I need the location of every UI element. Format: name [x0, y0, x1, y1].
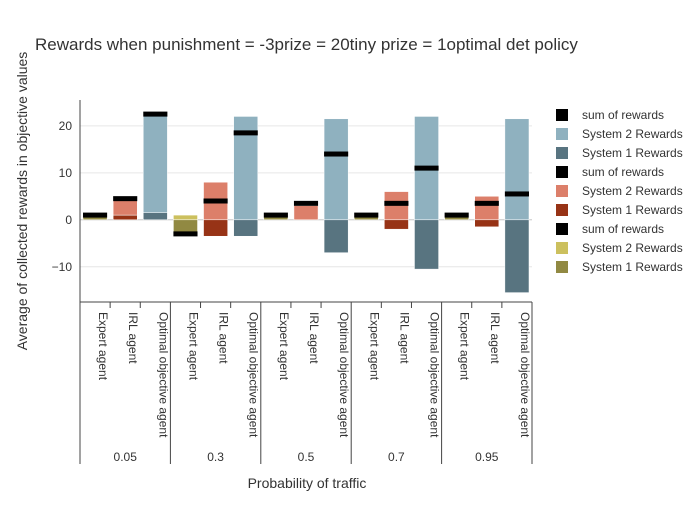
bars-layer	[82, 111, 530, 293]
y-tick-label: 0	[65, 213, 72, 227]
legend-swatch	[556, 109, 568, 121]
legend: sum of rewards System 2 Rewards System 1 R…	[556, 108, 683, 274]
legend-swatch	[556, 185, 568, 197]
system1-bar	[143, 212, 168, 221]
x-tick-label: Expert agent	[458, 312, 472, 381]
group-label: 0.7	[388, 450, 405, 464]
y-axis-label: Average of collected rewards in objectiv…	[14, 52, 30, 351]
legend-label: System 2 Rewards	[582, 241, 683, 255]
group-label: 0.95	[475, 450, 499, 464]
sum-marker	[173, 231, 198, 237]
sum-marker	[293, 200, 319, 206]
sum-marker	[113, 196, 138, 202]
system1-bar	[203, 219, 228, 237]
legend-swatch	[556, 147, 568, 159]
system1-bar	[323, 219, 349, 253]
system2-bar	[474, 196, 500, 221]
group-label: 0.3	[207, 450, 224, 464]
x-tick-label: Optimal objective agent	[247, 312, 261, 438]
x-tick-label: Expert agent	[367, 312, 381, 381]
legend-label: System 1 Rewards	[582, 146, 683, 160]
sum-marker	[233, 130, 258, 136]
system1-bar	[384, 219, 409, 230]
system1-bar	[233, 219, 259, 237]
sum-marker	[474, 200, 499, 206]
legend-label: sum of rewards	[582, 108, 664, 122]
legend-swatch	[556, 223, 568, 235]
legend-label: System 1 Rewards	[582, 260, 683, 274]
y-tick-label: −10	[52, 260, 73, 274]
x-tick-label: IRL agent	[397, 312, 411, 364]
x-axis-label: Probability of traffic	[248, 475, 367, 491]
sum-marker	[444, 212, 469, 218]
legend-label: System 2 Rewards	[582, 184, 683, 198]
sum-marker	[414, 165, 439, 171]
x-tick-label: IRL agent	[488, 312, 502, 364]
legend-swatch	[556, 166, 568, 178]
x-tick-label: Expert agent	[186, 312, 200, 381]
x-tick-label: Optimal objective agent	[428, 312, 442, 438]
x-tick-label: Optimal objective agent	[156, 312, 170, 438]
sum-marker	[83, 212, 108, 218]
sum-marker	[203, 198, 228, 204]
group-label: 0.5	[298, 450, 315, 464]
system1-bar	[504, 219, 530, 293]
system1-bar	[474, 219, 500, 228]
x-tick-label: IRL agent	[126, 312, 140, 364]
x-tick-label: IRL agent	[307, 312, 321, 364]
legend-label: sum of rewards	[582, 165, 664, 179]
y-tick-label: 10	[59, 166, 73, 180]
group-label: 0.05	[114, 450, 138, 464]
system1-bar	[112, 214, 138, 221]
sum-marker	[384, 200, 409, 206]
legend-label: sum of rewards	[582, 222, 664, 236]
legend-swatch	[556, 261, 568, 273]
system2-bar	[323, 118, 349, 221]
x-tick-label: Expert agent	[96, 312, 110, 381]
sum-marker	[143, 111, 168, 117]
y-tick-label: 20	[59, 119, 73, 133]
system2-bar	[293, 205, 319, 221]
system2-bar	[143, 113, 168, 213]
system1-bar	[414, 219, 439, 270]
sum-marker	[324, 151, 349, 157]
system2-bar	[173, 214, 198, 221]
chart-title: Rewards when punishment = -3prize = 20ti…	[35, 35, 578, 54]
x-tick-label: Optimal objective agent	[518, 312, 532, 438]
legend-swatch	[556, 128, 568, 140]
x-tick-label: Optimal objective agent	[337, 312, 351, 438]
axes-layer: 20 10 0 −10 Expert agent IRL agent Optimal obj…	[52, 100, 533, 464]
legend-swatch	[556, 242, 568, 254]
legend-label: System 1 Rewards	[582, 203, 683, 217]
legend-swatch	[556, 204, 568, 216]
x-tick-label: IRL agent	[217, 312, 231, 364]
sum-marker	[504, 191, 529, 197]
system2-bar	[504, 118, 530, 221]
sum-marker	[354, 212, 379, 218]
x-tick-label: Expert agent	[277, 312, 291, 381]
sum-marker	[263, 212, 288, 218]
legend-label: System 2 Rewards	[582, 127, 683, 141]
